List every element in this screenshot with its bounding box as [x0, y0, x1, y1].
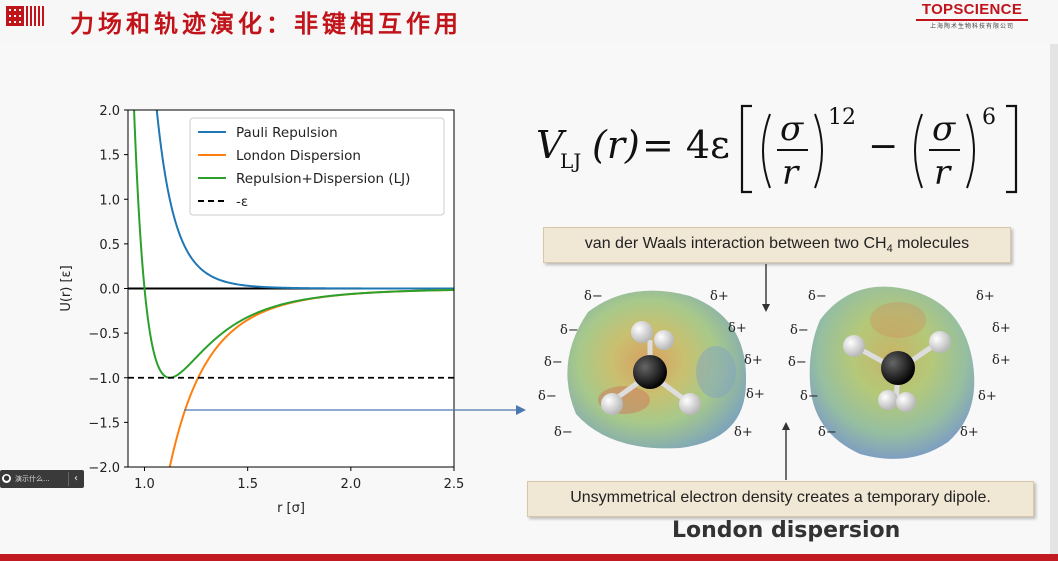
y-tick-label: −2.0	[88, 461, 120, 476]
chart-legend: Pauli Repulsion London Dispersion Repulsio…	[190, 118, 444, 215]
charge-pos: δ+	[976, 289, 995, 304]
charge-region-orange	[870, 302, 926, 338]
charge-neg: δ−	[818, 425, 837, 440]
charge-pos: δ+	[734, 425, 753, 440]
charge-pos: δ+	[992, 321, 1011, 336]
charge-pos: δ+	[960, 425, 979, 440]
legend-label: Repulsion+Dispersion (LJ)	[236, 171, 410, 187]
paren-2-left	[915, 114, 922, 188]
methane-molecules: δ− δ− δ− δ− δ− δ+ δ+ δ+ δ+ δ+ δ− δ− δ− δ…	[520, 262, 1020, 482]
charge-pos: δ+	[710, 289, 729, 304]
up-arrow-head	[782, 422, 790, 430]
formula-minus: −	[868, 126, 898, 167]
charge-neg: δ−	[788, 355, 807, 370]
y-tick-label: 1.5	[99, 149, 120, 164]
charge-pos: δ+	[992, 353, 1011, 368]
connector-arrow	[180, 400, 530, 420]
frac1-r: r	[782, 153, 800, 193]
charge-neg: δ−	[544, 355, 563, 370]
bracket-left	[742, 106, 752, 192]
y-tick-label: −1.5	[88, 416, 120, 431]
formula-arg: (r)	[592, 123, 640, 167]
charge-neg: δ−	[800, 389, 819, 404]
london-dispersion-caption: London dispersion	[672, 518, 900, 543]
vdw-callout: van der Waals interaction between two CH…	[543, 227, 1011, 263]
bracket-right	[1006, 106, 1016, 192]
footer-bar	[0, 554, 1058, 561]
x-tick-label: 2.5	[444, 477, 465, 492]
y-tick-label: 2.0	[99, 104, 120, 119]
lj-formula: V LJ (r) = 4ε σ r 12 − σ r 6	[530, 96, 1030, 200]
y-tick-label: −0.5	[88, 327, 120, 342]
charge-neg: δ−	[790, 323, 809, 338]
paren-1-right	[815, 114, 822, 188]
frac2-r: r	[934, 153, 952, 193]
charge-pos: δ+	[744, 353, 763, 368]
record-icon[interactable]: ●	[2, 474, 11, 483]
toolbar-label: 演示什么...	[15, 474, 50, 484]
x-tick-label: 2.0	[340, 477, 361, 492]
formula-v-sub: LJ	[560, 149, 581, 173]
charge-neg: δ−	[808, 289, 827, 304]
charge-neg: δ−	[538, 389, 557, 404]
x-axis-label: r [σ]	[277, 501, 305, 516]
x-tick-label: 1.5	[237, 477, 258, 492]
slide-edge	[1050, 44, 1058, 554]
x-tick-label: 1.0	[134, 477, 155, 492]
formula-exp1: 12	[828, 105, 856, 130]
paren-2-right	[967, 114, 974, 188]
y-tick-label: 0.0	[99, 283, 120, 298]
plot-area	[128, 0, 454, 530]
brand-logo: TOPSCIENCE 上海陶术生物科技有限公司	[908, 2, 1036, 31]
vdw-callout-suffix: molecules	[893, 235, 969, 252]
charge-neg: δ−	[584, 289, 603, 304]
presentation-toolbar[interactable]: ● 演示什么... ‹	[0, 470, 84, 488]
dipole-callout: Unsymmetrical electron density creates a…	[527, 481, 1034, 517]
charge-neg: δ−	[560, 323, 579, 338]
charge-region-blue	[696, 346, 736, 398]
chevron-left-icon[interactable]: ‹	[68, 472, 83, 486]
brand-name: TOPSCIENCE	[908, 2, 1036, 18]
brand-divider	[916, 19, 1028, 21]
legend-label: -ε	[236, 194, 248, 210]
charge-pos: δ+	[728, 321, 747, 336]
charge-pos: δ+	[746, 387, 765, 402]
y-tick-label: 1.0	[99, 193, 120, 208]
formula-eq: = 4ε	[642, 123, 730, 167]
frac2-sigma: σ	[932, 109, 956, 149]
brand-subtitle: 上海陶术生物科技有限公司	[908, 22, 1036, 31]
vdw-callout-text: van der Waals interaction between two CH	[585, 235, 887, 252]
lj-potential-chart: 1.0 1.5 2.0 2.5 2.0 1.5 1.0 0.5 0.0 −0.5 −1.0 −1.5 −…	[0, 0, 470, 530]
legend-label: London Dispersion	[236, 148, 361, 164]
formula-exp2: 6	[982, 105, 996, 130]
y-tick-label: 0.5	[99, 238, 120, 253]
legend-label: Pauli Repulsion	[236, 125, 338, 141]
charge-neg: δ−	[554, 425, 573, 440]
down-arrow-head	[762, 304, 770, 312]
paren-1-left	[763, 114, 770, 188]
charge-pos: δ+	[978, 389, 997, 404]
y-axis-label: U(r) [ε]	[59, 265, 74, 311]
y-tick-label: −1.0	[88, 372, 120, 387]
frac1-sigma: σ	[780, 109, 804, 149]
